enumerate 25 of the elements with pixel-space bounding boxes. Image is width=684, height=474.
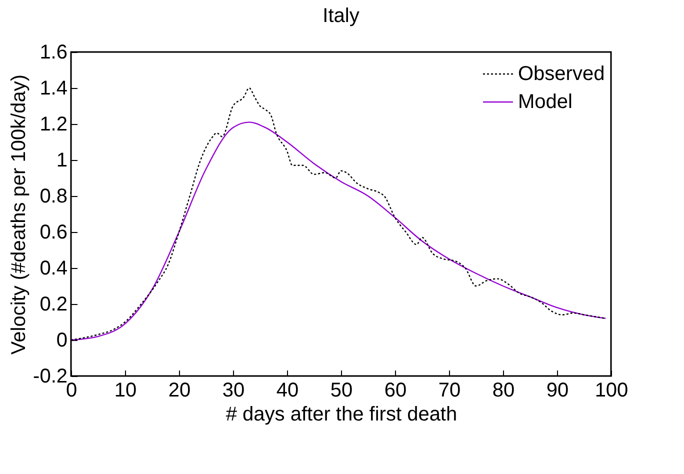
y-tick-label: 1.2 xyxy=(40,114,68,136)
y-tick-label: 0.8 xyxy=(40,186,68,208)
chart-title: Italy xyxy=(322,5,360,27)
x-tick-label: 100 xyxy=(594,380,628,402)
x-tick-label: 90 xyxy=(546,380,569,402)
y-tick-label: 0.4 xyxy=(40,258,68,280)
y-tick-label: 0 xyxy=(56,330,68,352)
y-tick-label: 1.6 xyxy=(40,42,68,64)
y-tick-label: 0.6 xyxy=(40,222,68,244)
x-tick-label: 20 xyxy=(168,380,191,402)
legend-label: Observed xyxy=(518,63,605,85)
x-tick-label: 30 xyxy=(222,380,245,402)
y-tick-label: 0.2 xyxy=(40,294,68,316)
x-tick-label: 40 xyxy=(276,380,299,402)
x-tick-label: 60 xyxy=(384,380,407,402)
y-tick-label: 1 xyxy=(56,150,68,172)
x-tick-label: 10 xyxy=(114,380,137,402)
x-tick-label: 80 xyxy=(492,380,515,402)
y-tick-label: -0.2 xyxy=(33,366,68,388)
legend-label: Model xyxy=(518,91,572,113)
x-tick-label: 50 xyxy=(330,380,353,402)
y-axis-title: Velocity (#deaths per 100k/day) xyxy=(8,74,30,355)
y-tick-label: 1.4 xyxy=(40,78,68,100)
x-axis-title: # days after the first death xyxy=(226,404,458,426)
x-tick-label: 70 xyxy=(438,380,461,402)
